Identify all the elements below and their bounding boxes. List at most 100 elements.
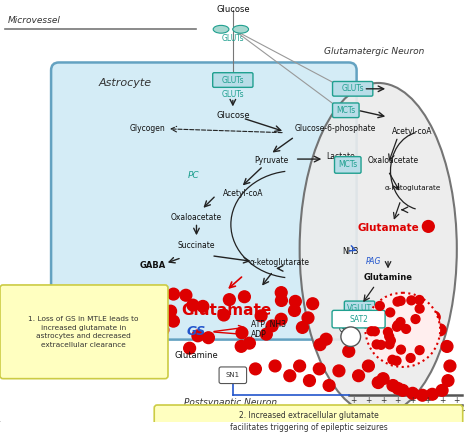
Text: 2. Increased extracellular glutamate
facilitates triggering of epileptic seizure: 2. Increased extracellular glutamate fac… [229, 411, 387, 432]
Text: +: + [380, 396, 386, 405]
Text: GLAST: GLAST [339, 315, 364, 324]
Circle shape [343, 346, 355, 357]
Ellipse shape [300, 83, 457, 415]
Circle shape [297, 321, 308, 334]
Circle shape [444, 360, 456, 372]
Circle shape [383, 327, 392, 337]
Circle shape [422, 221, 434, 232]
Text: +: + [365, 396, 372, 405]
FancyBboxPatch shape [335, 157, 361, 173]
Circle shape [218, 309, 230, 321]
Circle shape [373, 377, 384, 388]
Ellipse shape [213, 25, 229, 33]
FancyBboxPatch shape [213, 73, 253, 87]
Circle shape [126, 314, 137, 325]
Circle shape [386, 308, 395, 317]
Text: 1. Loss of GS in MTLE leads to
increased glutamate in
astrocytes and decreased
e: 1. Loss of GS in MTLE leads to increased… [28, 316, 139, 348]
Circle shape [320, 334, 332, 345]
Circle shape [255, 310, 267, 322]
Text: MCTs: MCTs [338, 160, 357, 169]
Text: GLT1: GLT1 [339, 325, 357, 334]
Text: α-ketoglutarate: α-ketoglutarate [384, 185, 441, 191]
Circle shape [370, 327, 379, 336]
Circle shape [372, 340, 381, 349]
Circle shape [386, 336, 395, 345]
Circle shape [385, 332, 393, 341]
Circle shape [323, 380, 335, 391]
Circle shape [167, 315, 179, 327]
Circle shape [396, 296, 405, 305]
Circle shape [392, 322, 401, 331]
Text: Lactate: Lactate [326, 152, 355, 161]
Circle shape [110, 337, 122, 349]
FancyBboxPatch shape [219, 367, 246, 384]
Circle shape [235, 340, 247, 352]
Text: GLUTs: GLUTs [341, 84, 364, 93]
Circle shape [392, 356, 401, 365]
Circle shape [377, 373, 389, 384]
Circle shape [427, 388, 438, 400]
Circle shape [393, 297, 402, 306]
Text: Oxaloacetate: Oxaloacetate [171, 213, 222, 222]
Circle shape [266, 320, 278, 332]
Text: GLUTs: GLUTs [221, 76, 244, 85]
Circle shape [388, 356, 397, 364]
Circle shape [275, 287, 287, 299]
Circle shape [385, 340, 394, 349]
Text: +: + [454, 396, 460, 405]
Circle shape [99, 334, 110, 346]
Circle shape [164, 305, 176, 317]
Circle shape [333, 365, 345, 377]
Circle shape [260, 328, 272, 340]
Circle shape [415, 304, 424, 313]
Circle shape [396, 318, 405, 326]
Circle shape [313, 363, 325, 375]
Text: Glutamate Receptor: Glutamate Receptor [380, 408, 465, 417]
Circle shape [363, 360, 374, 372]
Text: GLUTs: GLUTs [221, 90, 244, 99]
Text: GABA: GABA [139, 260, 165, 270]
Circle shape [407, 388, 419, 399]
Text: VGLUT: VGLUT [347, 304, 372, 313]
Circle shape [150, 287, 162, 299]
Text: +: + [395, 396, 401, 405]
Circle shape [415, 295, 424, 304]
Circle shape [289, 305, 301, 316]
Text: Succinate: Succinate [178, 241, 215, 250]
Circle shape [406, 354, 415, 362]
Circle shape [294, 360, 306, 372]
Circle shape [103, 289, 115, 301]
Circle shape [434, 324, 446, 336]
Circle shape [157, 324, 169, 336]
Text: SAT2: SAT2 [349, 314, 368, 324]
Circle shape [236, 327, 248, 339]
Circle shape [197, 301, 209, 312]
Text: α-ketoglutarate: α-ketoglutarate [250, 257, 310, 267]
Circle shape [187, 299, 199, 311]
Text: Glutamine: Glutamine [174, 351, 219, 360]
Text: Glucose-6-phosphate: Glucose-6-phosphate [295, 124, 376, 133]
Circle shape [284, 370, 296, 381]
Text: PAG: PAG [365, 257, 381, 266]
Circle shape [118, 295, 129, 306]
Circle shape [417, 389, 428, 401]
Circle shape [114, 345, 126, 356]
Circle shape [244, 337, 255, 349]
Text: Glutamate: Glutamate [181, 303, 271, 318]
Circle shape [104, 322, 116, 334]
Text: Glycogen: Glycogen [129, 124, 165, 133]
Text: Acetyl-coA: Acetyl-coA [223, 189, 264, 198]
Text: Postsynaptic Neuron: Postsynaptic Neuron [184, 398, 277, 407]
Text: ATP, NH3: ATP, NH3 [251, 321, 285, 330]
Circle shape [397, 384, 409, 396]
Circle shape [168, 288, 179, 300]
Circle shape [143, 314, 155, 326]
Text: Pyruvate: Pyruvate [254, 156, 288, 165]
Circle shape [397, 345, 405, 354]
Circle shape [442, 375, 454, 387]
Circle shape [401, 324, 410, 334]
Text: Glucose: Glucose [216, 5, 250, 14]
Circle shape [290, 295, 301, 307]
Text: Astrocyte: Astrocyte [98, 78, 151, 88]
Circle shape [392, 383, 404, 394]
